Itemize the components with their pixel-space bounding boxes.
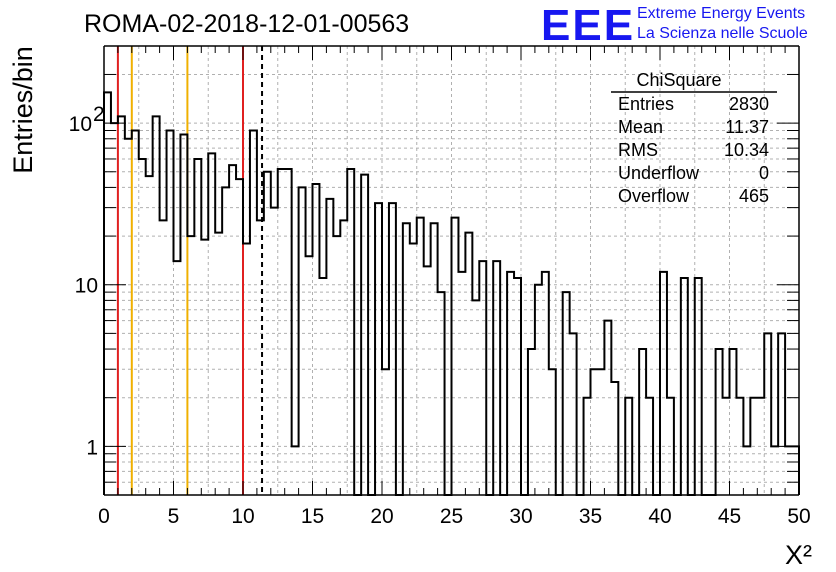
eee-logo-line-1: Extreme Energy Events: [637, 5, 805, 22]
stats-label-overflow: Overflow: [618, 186, 690, 206]
x-tick-label: 20: [370, 505, 393, 528]
stats-value-entries: 2830: [729, 94, 769, 114]
x-tick-label: 15: [301, 505, 324, 528]
x-tick-labels: 0 5 10 15 20 25 30 35 40 45 50: [98, 505, 811, 528]
stats-label-mean: Mean: [618, 117, 663, 137]
eee-logo-line-2: La Scienza nelle Scuole: [637, 25, 808, 42]
x-tick-label: 10: [231, 505, 254, 528]
x-tick-label: 0: [98, 505, 110, 528]
stats-value-overflow: 465: [739, 186, 769, 206]
x-tick-label: 5: [168, 505, 180, 528]
y-axis-title: Entries/bin: [8, 46, 38, 174]
x-tick-label: 30: [509, 505, 532, 528]
x-tick-label: 25: [440, 505, 463, 528]
reference-lines: [116, 46, 264, 495]
stats-label-entries: Entries: [618, 94, 674, 114]
x-tick-label: 35: [579, 505, 602, 528]
x-tick-label: 50: [787, 505, 810, 528]
stats-value-underflow: 0: [759, 163, 769, 183]
eee-logo: EEE Extreme Energy Events La Scienza nel…: [541, 1, 808, 50]
x-tick-label: 45: [718, 505, 741, 528]
eee-logo-mark: EEE: [541, 1, 635, 50]
stats-label-rms: RMS: [618, 140, 658, 160]
stats-box: ChiSquare Entries 2830 Mean 11.37 RMS 10…: [611, 70, 777, 206]
stats-label-underflow: Underflow: [618, 163, 700, 183]
y-tick-label: 1: [86, 436, 98, 459]
stats-value-mean: 11.37: [725, 117, 769, 137]
y-tick-label-exponent: 2: [93, 103, 105, 126]
chart-title: ROMA-02-2018-12-01-00563: [84, 10, 409, 38]
stats-header: ChiSquare: [636, 70, 721, 90]
stats-value-rms: 10.34: [724, 140, 769, 160]
grid: [104, 45, 799, 496]
y-tick-label: 10: [75, 275, 98, 298]
axes: [103, 45, 800, 496]
x-axis-title: X²: [785, 540, 812, 570]
y-tick-label: 10: [69, 113, 92, 136]
x-tick-label: 40: [648, 505, 671, 528]
